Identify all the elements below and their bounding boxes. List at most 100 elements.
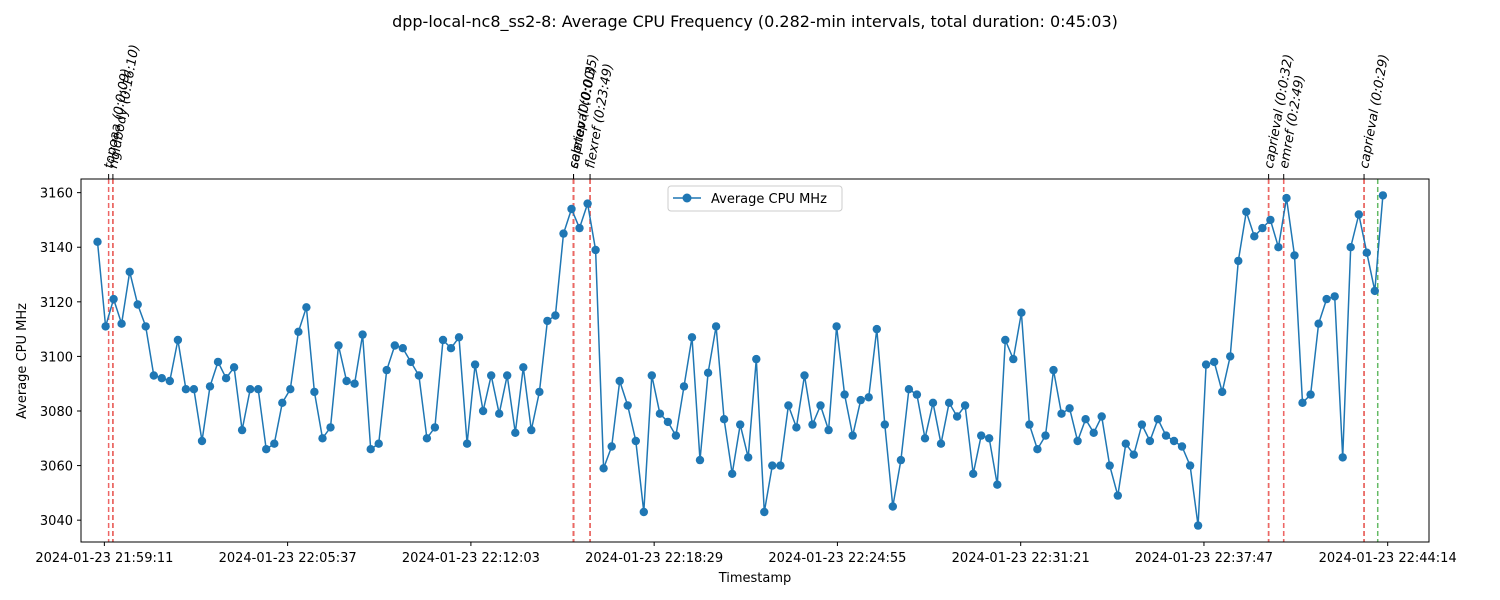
chart-title: dpp-local-nc8_ss2-8: Average CPU Frequen…	[392, 12, 1118, 32]
data-point	[406, 357, 415, 367]
data-point	[189, 385, 199, 394]
legend-box	[667, 185, 843, 212]
data-point	[952, 412, 962, 421]
data-point	[1105, 461, 1114, 470]
data-point	[848, 431, 857, 440]
data-point	[864, 393, 873, 402]
data-point	[977, 431, 986, 440]
data-point	[1266, 215, 1275, 225]
data-point	[985, 434, 994, 443]
data-point	[784, 401, 793, 410]
data-point	[366, 445, 375, 454]
x-tick-label: 2024-01-23 22:24:55	[768, 551, 906, 566]
data-point	[254, 385, 263, 394]
data-point	[470, 360, 480, 369]
data-point	[350, 379, 359, 388]
data-point	[1057, 409, 1066, 418]
data-point	[591, 245, 600, 255]
data-point	[422, 434, 432, 443]
data-point	[495, 409, 504, 418]
y-tick-label: 3120	[40, 296, 73, 311]
data-point	[1001, 335, 1010, 345]
data-point	[800, 371, 809, 380]
data-point	[326, 423, 335, 432]
data-point	[559, 229, 568, 238]
data-point	[703, 368, 713, 377]
data-point	[1097, 412, 1106, 421]
data-point	[711, 322, 721, 331]
data-point	[1306, 390, 1315, 399]
data-point	[607, 442, 616, 451]
data-point	[173, 335, 183, 345]
data-point	[824, 425, 833, 435]
data-point	[157, 374, 166, 383]
data-point	[856, 395, 865, 405]
data-point	[1250, 232, 1259, 241]
data-point	[197, 436, 207, 446]
data-point	[1017, 308, 1026, 317]
data-point	[872, 324, 881, 334]
data-point	[414, 371, 424, 380]
data-point	[334, 341, 343, 350]
legend: Average CPU MHz	[667, 185, 843, 212]
data-point	[1370, 286, 1380, 296]
data-point	[294, 327, 303, 336]
data-point	[1089, 428, 1098, 437]
data-point	[503, 371, 512, 380]
data-point	[342, 376, 351, 386]
y-tick-label: 3100	[40, 350, 73, 365]
data-point	[446, 344, 456, 353]
data-point	[575, 223, 584, 233]
data-point	[221, 374, 231, 383]
data-point	[527, 425, 536, 435]
data-point	[695, 455, 705, 465]
legend-entry-label: Average CPU MHz	[711, 192, 827, 207]
y-tick-label: 3160	[40, 187, 73, 202]
data-point	[687, 333, 697, 342]
data-point	[1169, 436, 1179, 446]
x-tick-label: 2024-01-23 22:31:21	[952, 551, 1090, 566]
data-point	[1274, 243, 1283, 252]
series-line	[96, 195, 1384, 526]
data-point	[229, 363, 239, 372]
data-point	[302, 303, 311, 312]
data-point	[776, 461, 785, 470]
x-axis-label: Timestamp	[718, 571, 792, 586]
data-point	[944, 398, 954, 407]
data-point	[1153, 415, 1163, 424]
data-point	[808, 420, 817, 429]
data-point	[1041, 431, 1050, 440]
data-point	[374, 439, 383, 448]
data-point	[487, 371, 496, 380]
data-point	[1346, 243, 1355, 252]
data-point	[1137, 420, 1147, 429]
data-point	[1330, 292, 1339, 301]
data-point	[1378, 191, 1388, 200]
data-point	[390, 341, 399, 350]
data-point	[1177, 442, 1187, 451]
data-point	[1322, 294, 1331, 304]
x-tick-label: 2024-01-23 22:12:03	[402, 551, 540, 566]
data-point	[583, 199, 592, 208]
data-point	[752, 354, 761, 364]
data-point	[993, 480, 1002, 489]
data-point	[318, 434, 327, 443]
data-point	[719, 415, 729, 424]
x-tick-label: 2024-01-23 22:37:47	[1135, 551, 1273, 566]
y-tick-label: 3140	[40, 241, 73, 256]
data-point	[655, 409, 665, 418]
data-point	[792, 423, 801, 432]
data-point	[969, 469, 978, 478]
data-point	[1033, 445, 1042, 454]
data-point	[904, 385, 914, 394]
data-point	[551, 311, 560, 320]
data-point	[1210, 357, 1219, 367]
data-point	[213, 357, 223, 367]
data-point	[1113, 491, 1123, 500]
data-point	[928, 398, 938, 407]
data-point	[310, 387, 319, 397]
data-point	[1161, 431, 1171, 440]
data-point	[398, 344, 407, 353]
data-point	[896, 455, 906, 465]
